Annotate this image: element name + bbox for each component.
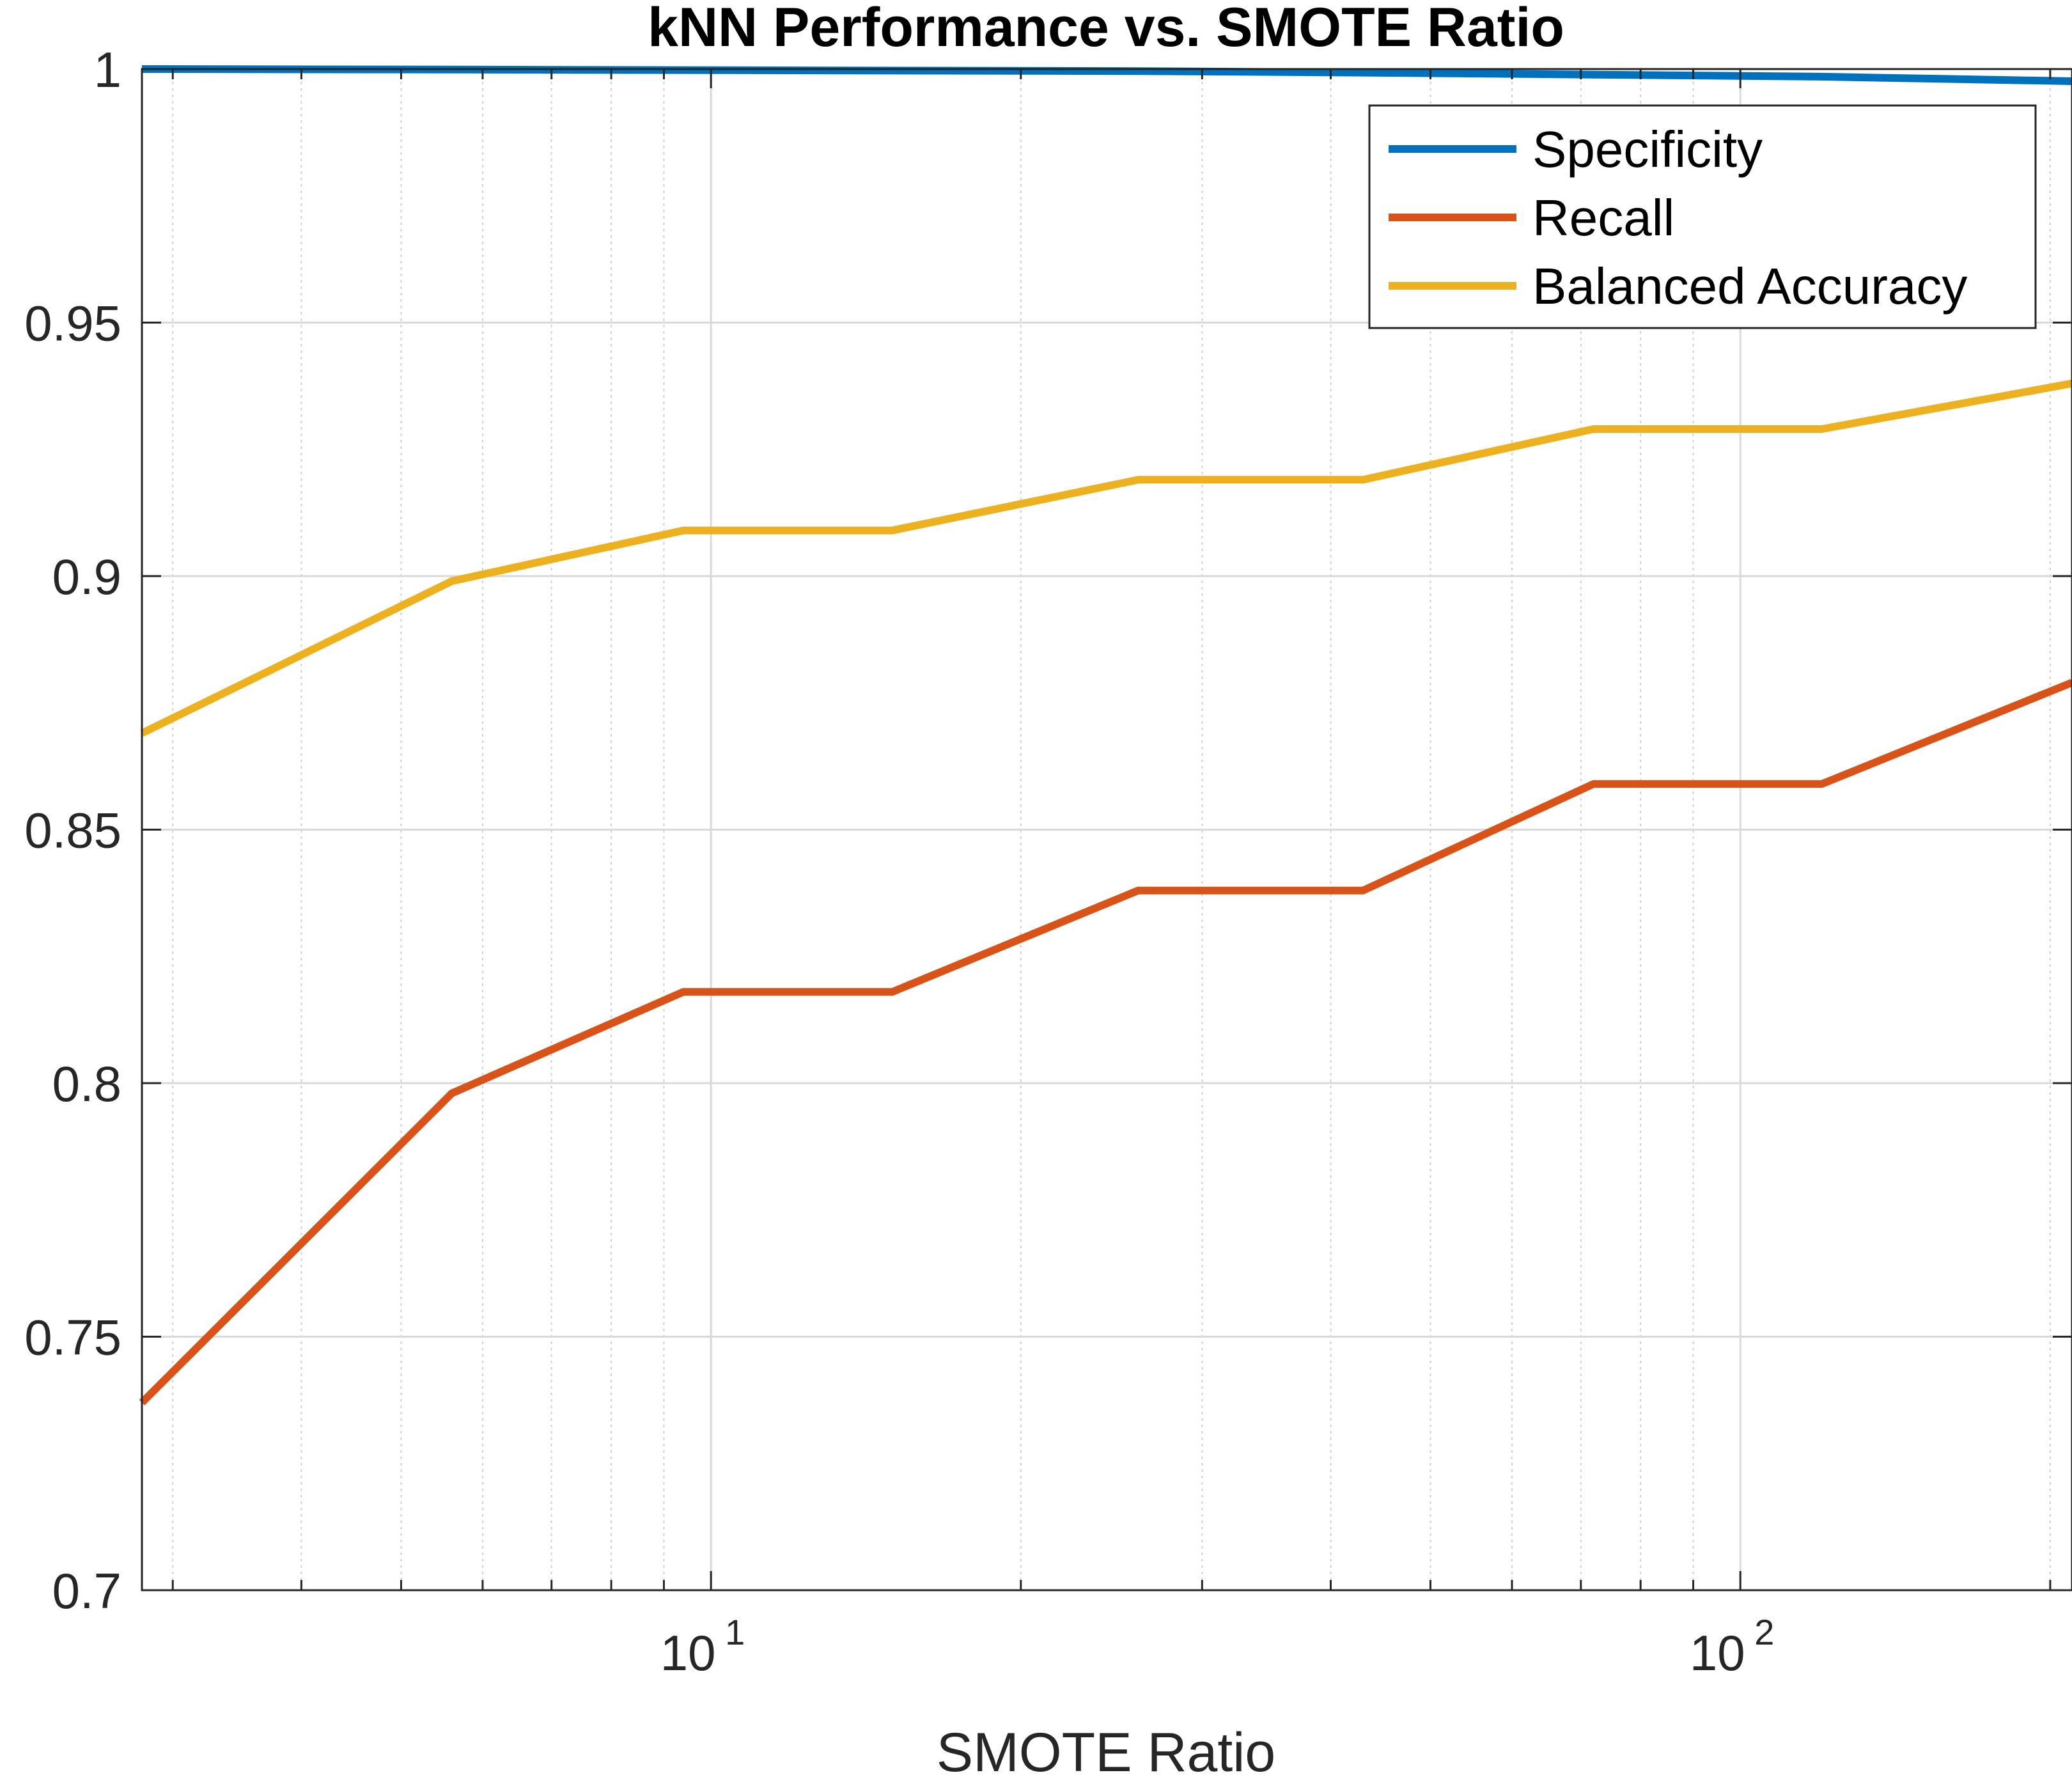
series-line-balanced-accuracy (140, 379, 2072, 737)
y-tick-label: 1 (94, 42, 121, 98)
legend-label-specificity: Specificity (1532, 121, 1763, 178)
y-tick-label: 0.75 (24, 1310, 121, 1366)
y-tick-label: 0.85 (24, 802, 121, 859)
axis-ticks (142, 68, 2072, 1591)
legend-label-recall: Recall (1532, 189, 1674, 246)
x-tick-label-exponent: 1 (725, 1612, 745, 1652)
axis-tick-labels: 10 1 10 20.70.750.80.850.90.951 (24, 42, 1774, 1681)
y-tick-label: 0.8 (52, 1056, 121, 1112)
y-tick-label: 0.9 (52, 549, 121, 605)
y-tick-label: 0.7 (52, 1563, 121, 1619)
x-axis-label: SMOTE Ratio (937, 1722, 1275, 1775)
legend: Specificity Recall Balanced Accuracy (1368, 104, 2037, 329)
chart-title: kNN Performance vs. SMOTE Ratio (648, 0, 1564, 58)
series-line-recall (139, 678, 2072, 1405)
y-tick-label: 0.95 (24, 295, 121, 352)
x-tick-label: 10 (1690, 1625, 1745, 1681)
legend-label-balanced-accuracy: Balanced Accuracy (1532, 258, 1967, 315)
x-tick-label-exponent: 2 (1754, 1612, 1774, 1652)
x-tick-label: 10 (660, 1625, 716, 1681)
